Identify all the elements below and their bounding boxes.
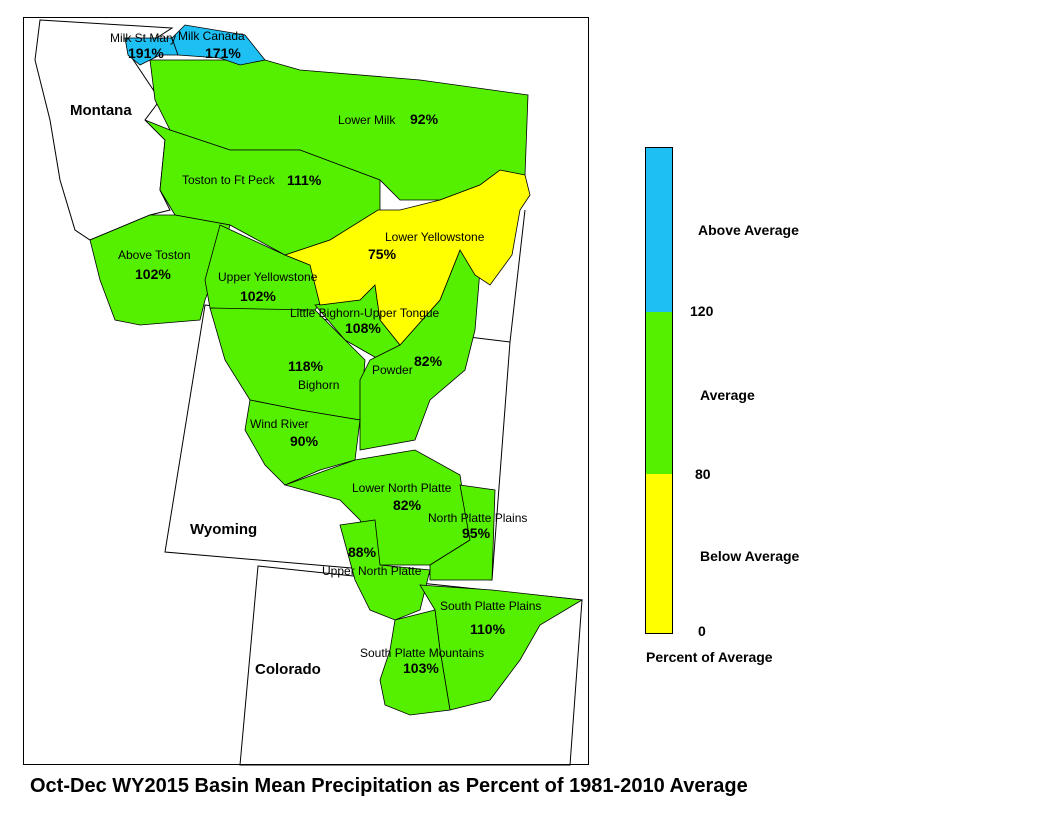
basin-name-upper-yellowstone: Upper Yellowstone <box>218 270 318 284</box>
basin-name-south-platte-plains: South Platte Plains <box>440 599 541 613</box>
legend-label-average: Average <box>700 387 755 403</box>
basin-pct-upper-yellowstone: 102% <box>240 288 276 304</box>
basin-name-south-platte-mountains: South Platte Mountains <box>360 646 484 660</box>
basin-pct-toston-ft-peck: 111% <box>287 172 322 188</box>
basin-name-milk-canada: Milk Canada <box>178 29 245 43</box>
basin-pct-bighorn: 118% <box>288 358 324 374</box>
montana-outline <box>34 19 174 241</box>
basin-pct-south-platte-plains: 110% <box>470 621 506 637</box>
basin-pct-milk-canada: 171% <box>205 45 241 61</box>
legend-tick-120: 120 <box>690 303 714 319</box>
basin-name-lower-milk: Lower Milk <box>338 113 396 127</box>
basin-name-lower-yellowstone: Lower Yellowstone <box>385 230 485 244</box>
basin-upper-north-platte[interactable] <box>339 519 431 621</box>
basin-pct-lower-north-platte: 82% <box>393 497 422 513</box>
basin-pct-powder: 82% <box>414 353 443 369</box>
basin-pct-upper-north-platte: 88% <box>348 544 377 560</box>
basin-name-upper-north-platte: Upper North Platte <box>322 564 422 578</box>
basin-pct-north-platte-plains: 95% <box>462 525 491 541</box>
basin-pct-lower-milk: 92% <box>410 111 439 127</box>
basin-pct-wind-river: 90% <box>290 433 319 449</box>
basin-pct-milk-st-mary: 191% <box>128 45 164 61</box>
basin-name-wind-river: Wind River <box>250 417 309 431</box>
map-title: Oct-Dec WY2015 Basin Mean Precipitation … <box>30 775 748 797</box>
basin-above-toston[interactable] <box>89 214 231 326</box>
basin-north-platte-plains[interactable] <box>429 484 496 581</box>
basin-pct-lower-yellowstone: 75% <box>368 246 397 262</box>
state-label-colorado: Colorado <box>255 661 321 678</box>
basin-name-bighorn: Bighorn <box>298 378 339 392</box>
legend-tick-0: 0 <box>698 623 706 639</box>
basin-name-north-platte-plains: North Platte Plains <box>428 511 527 525</box>
basin-pct-south-platte-mountains: 103% <box>403 660 439 676</box>
basin-south-platte-mountains[interactable] <box>379 609 451 716</box>
basin-name-little-bighorn-upper-tongue: Little Bighorn-Upper Tongue <box>290 306 440 320</box>
state-label-wyoming: Wyoming <box>190 521 257 538</box>
legend-tick-80: 80 <box>695 466 711 482</box>
legend-label-below-average: Below Average <box>700 548 800 564</box>
basin-wind-river[interactable] <box>244 399 361 486</box>
basin-name-powder: Powder <box>372 363 413 377</box>
basin-name-milk-st-mary: Milk St Mary <box>110 31 176 45</box>
legend-swatch-below <box>646 474 672 633</box>
state-label-montana: Montana <box>70 102 132 119</box>
eastern-border-line <box>509 209 526 343</box>
legend-label-above-average: Above Average <box>698 222 799 238</box>
legend-swatch-average <box>646 312 672 474</box>
basin-name-toston-ft-peck: Toston to Ft Peck <box>182 173 276 187</box>
legend-swatch-above <box>646 148 672 312</box>
basin-lower-yellowstone[interactable] <box>283 169 531 346</box>
basin-pct-above-toston: 102% <box>135 266 171 282</box>
legend-color-bar <box>645 147 673 634</box>
basin-name-lower-north-platte: Lower North Platte <box>352 481 452 495</box>
basin-name-above-toston: Above Toston <box>118 248 191 262</box>
basin-milk-canada[interactable] <box>171 24 266 66</box>
legend-title: Percent of Average <box>646 649 773 665</box>
basin-pct-little-bighorn-upper-tongue: 108% <box>345 320 381 336</box>
